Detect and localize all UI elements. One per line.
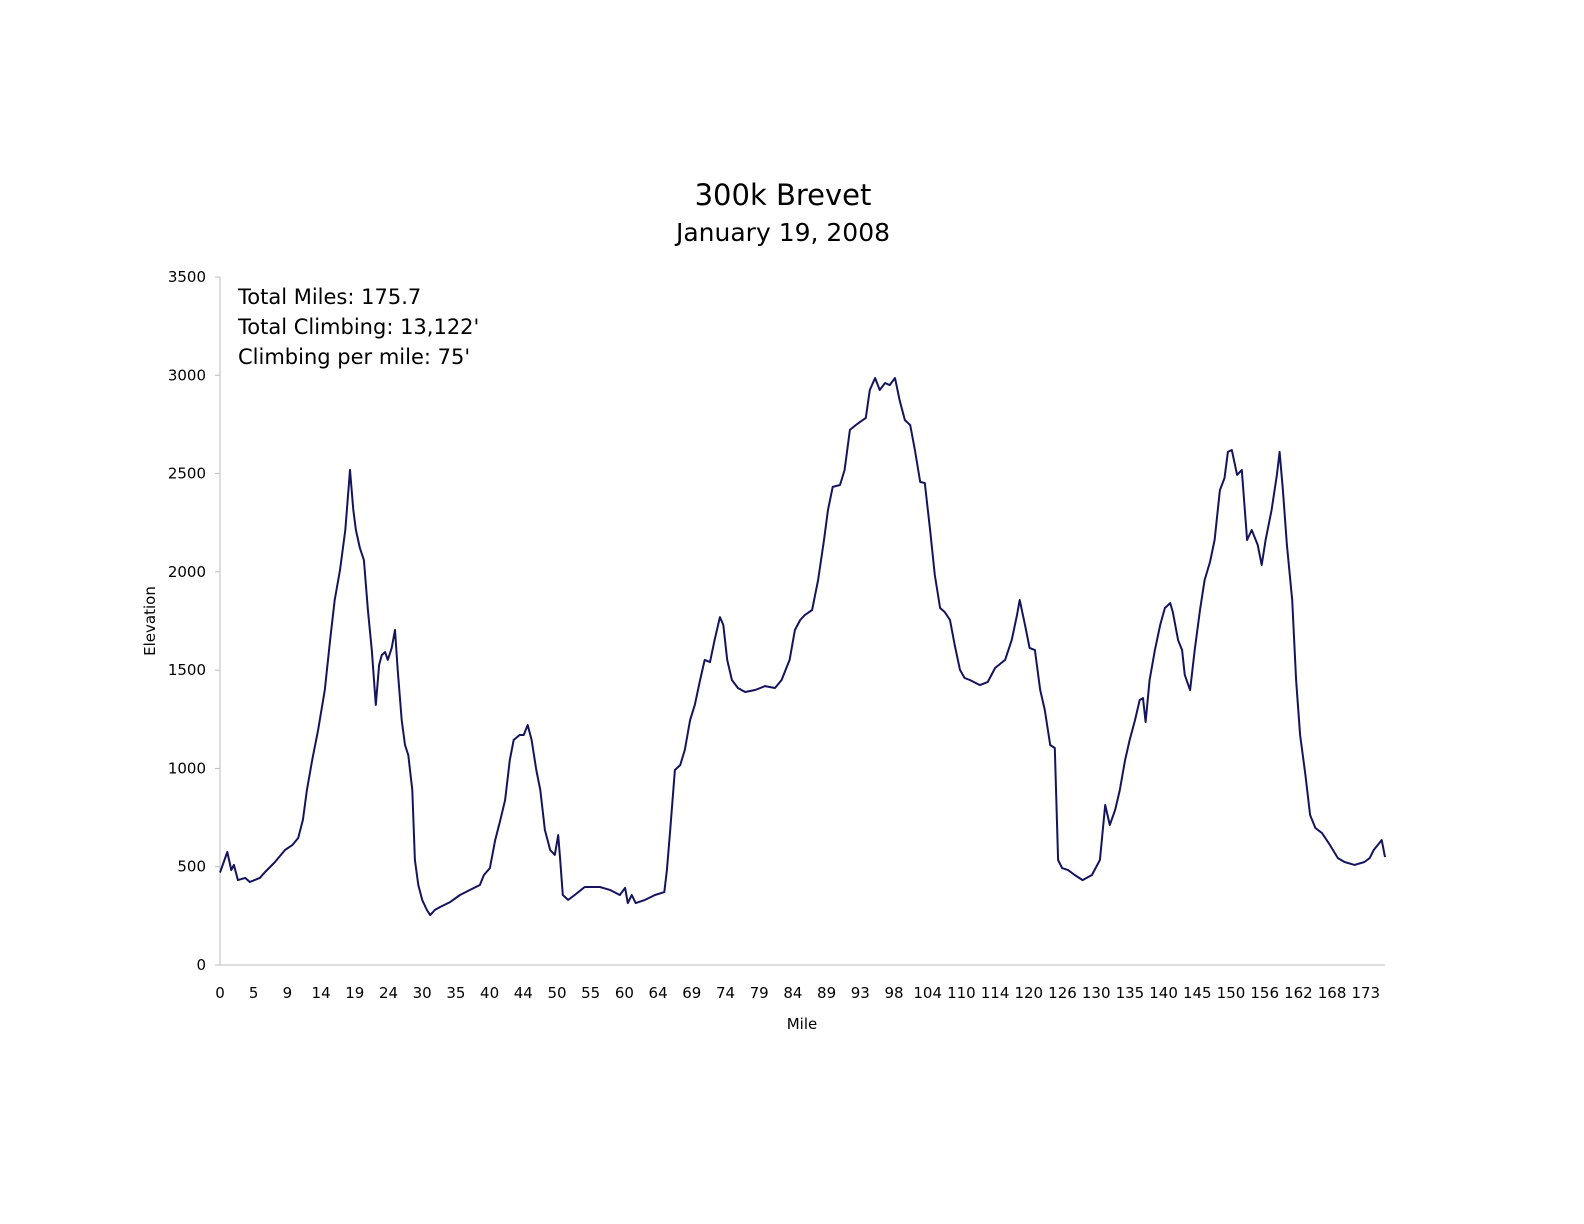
x-tick-label: 79 (750, 984, 769, 1002)
x-tick-label: 168 (1318, 984, 1347, 1002)
y-tick-label: 3000 (168, 366, 206, 384)
x-tick-label: 50 (547, 984, 566, 1002)
x-tick-label: 89 (817, 984, 836, 1002)
x-tick-label: 0 (215, 984, 225, 1002)
elevation-line (219, 377, 1386, 917)
x-tick-label: 9 (283, 984, 293, 1002)
x-tick-label: 135 (1116, 984, 1145, 1002)
x-tick-label: 140 (1149, 984, 1178, 1002)
chart-title: 300k Brevet (695, 178, 872, 212)
x-tick-label: 126 (1048, 984, 1077, 1002)
annotation-climbing-per-mile: Climbing per mile: 75' (238, 345, 470, 369)
x-tick-label: 24 (379, 984, 398, 1002)
y-axis-label: Elevation (141, 586, 159, 656)
x-tick-label: 156 (1250, 984, 1279, 1002)
x-tick-label: 19 (345, 984, 364, 1002)
y-tick-label: 500 (177, 858, 206, 876)
x-tick-label: 44 (514, 984, 533, 1002)
y-tick-label: 0 (196, 956, 206, 974)
x-tick-label: 120 (1014, 984, 1043, 1002)
x-tick-label: 74 (716, 984, 735, 1002)
x-tick-label: 145 (1183, 984, 1212, 1002)
x-tick-label: 173 (1351, 984, 1380, 1002)
y-tick-label: 1000 (168, 759, 206, 777)
x-tick-label: 69 (682, 984, 701, 1002)
x-tick-label: 35 (446, 984, 465, 1002)
x-tick-label: 55 (581, 984, 600, 1002)
x-tick-label: 130 (1082, 984, 1111, 1002)
x-tick-label: 93 (851, 984, 870, 1002)
x-tick-label: 110 (947, 984, 976, 1002)
x-tick-label: 162 (1284, 984, 1313, 1002)
y-tick-label: 3500 (168, 268, 206, 286)
y-tick-label: 2000 (168, 563, 206, 581)
x-tick-label: 104 (913, 984, 942, 1002)
x-tick-label: 84 (783, 984, 802, 1002)
chart-subtitle: January 19, 2008 (674, 218, 890, 247)
x-tick-label: 98 (884, 984, 903, 1002)
x-tick-labels: 0 5 9 14 19 24 30 35 40 44 50 55 60 64 69 74 79 84 89 93 98 1… (215, 984, 1380, 1002)
x-tick-label: 14 (312, 984, 331, 1002)
x-tick-label: 60 (615, 984, 634, 1002)
x-tick-label: 64 (649, 984, 668, 1002)
x-axis-label: Mile (787, 1015, 818, 1033)
y-tick-labels: 0 500 1000 1500 2000 2500 3000 3500 (168, 268, 220, 974)
annotation-total-climbing: Total Climbing: 13,122' (237, 315, 479, 339)
x-tick-label: 5 (249, 984, 259, 1002)
y-tick-label: 1500 (168, 661, 206, 679)
annotation-total-miles: Total Miles: 175.7 (237, 285, 421, 309)
x-tick-label: 114 (981, 984, 1010, 1002)
y-tick-label: 2500 (168, 465, 206, 483)
x-tick-label: 150 (1217, 984, 1246, 1002)
axes (219, 277, 1385, 966)
x-tick-label: 40 (480, 984, 499, 1002)
x-tick-label: 30 (413, 984, 432, 1002)
